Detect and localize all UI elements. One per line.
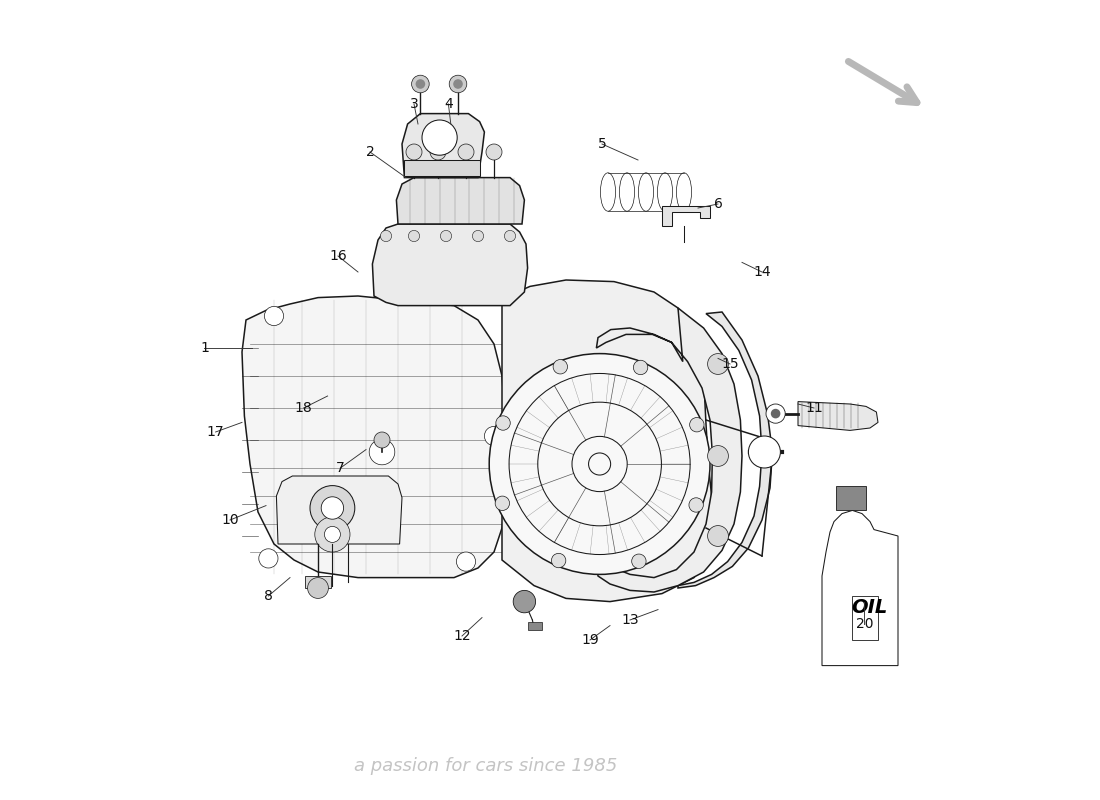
Circle shape [264,306,284,326]
Polygon shape [528,622,542,630]
Polygon shape [662,206,710,226]
Circle shape [408,230,419,242]
Circle shape [490,354,710,574]
Text: carparts: carparts [286,338,734,590]
Text: 5: 5 [597,137,606,151]
Circle shape [374,432,390,448]
Polygon shape [798,402,878,430]
Circle shape [416,79,426,89]
Circle shape [472,230,484,242]
Text: euro: euro [286,271,622,497]
Polygon shape [502,280,714,602]
Text: a passion for cars since 1985: a passion for cars since 1985 [354,758,618,775]
Circle shape [514,590,536,613]
Text: 17: 17 [207,425,224,439]
Circle shape [381,230,392,242]
Text: 10: 10 [221,513,239,527]
Text: 18: 18 [295,401,312,415]
Polygon shape [405,160,480,176]
Polygon shape [678,312,772,588]
Circle shape [324,526,340,542]
Text: 12: 12 [453,629,471,643]
Circle shape [707,446,728,466]
Circle shape [484,426,504,446]
Circle shape [321,497,343,519]
Polygon shape [396,178,525,224]
Circle shape [258,549,278,568]
Circle shape [370,439,395,465]
Circle shape [495,496,509,510]
Circle shape [430,144,446,160]
Text: 14: 14 [754,265,771,279]
Circle shape [440,230,452,242]
Circle shape [308,578,329,598]
Text: 2: 2 [365,145,374,159]
Polygon shape [822,510,898,666]
Circle shape [631,554,646,569]
Circle shape [766,404,785,423]
Circle shape [771,409,780,418]
Text: 6: 6 [714,197,723,211]
Polygon shape [276,476,402,544]
Circle shape [505,230,516,242]
Text: 20: 20 [856,617,873,631]
Text: 11: 11 [805,401,823,415]
Text: 15: 15 [722,357,739,371]
Polygon shape [373,224,528,306]
Text: 7: 7 [336,461,344,475]
Circle shape [422,120,458,155]
Circle shape [453,79,463,89]
Circle shape [553,359,568,374]
Text: 19: 19 [581,633,598,647]
Circle shape [486,144,502,160]
Text: 13: 13 [621,613,639,627]
Polygon shape [836,486,866,510]
Polygon shape [242,296,506,578]
Polygon shape [852,596,878,640]
Circle shape [690,418,704,432]
Text: 4: 4 [444,97,453,111]
Circle shape [748,436,780,468]
Circle shape [406,144,422,160]
Circle shape [707,354,728,374]
Circle shape [458,144,474,160]
Circle shape [411,75,429,93]
Polygon shape [402,114,484,178]
Text: 3: 3 [409,97,418,111]
Circle shape [456,552,475,571]
Circle shape [551,554,565,568]
Text: OIL: OIL [851,598,888,617]
Circle shape [634,360,648,374]
Text: 8: 8 [264,589,273,603]
Circle shape [689,498,703,512]
Circle shape [449,75,466,93]
Circle shape [707,526,728,546]
Polygon shape [596,308,742,592]
Text: 16: 16 [329,249,346,263]
Text: 1: 1 [200,341,209,355]
Circle shape [315,517,350,552]
Polygon shape [305,576,331,588]
Circle shape [310,486,355,530]
Circle shape [496,416,510,430]
